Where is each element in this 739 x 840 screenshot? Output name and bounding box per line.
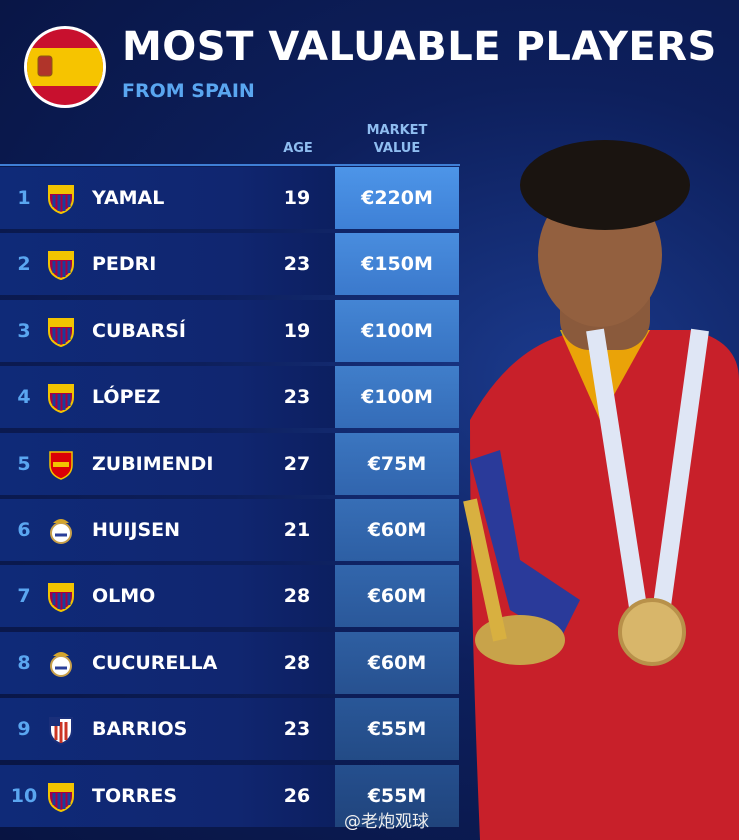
player-photo	[463, 140, 739, 840]
spain-flag	[27, 29, 103, 105]
club-badge	[47, 781, 75, 812]
rank: 4	[17, 386, 31, 409]
value-cell	[335, 698, 459, 761]
market-value: €60M	[367, 519, 427, 541]
value-cell	[335, 565, 459, 628]
badge-icon	[48, 317, 74, 347]
age: 26	[283, 784, 311, 807]
club-badge	[47, 316, 75, 347]
club-badge	[47, 515, 75, 546]
market-value: €55M	[367, 784, 427, 807]
header-rule	[0, 164, 460, 166]
market-value: €100M	[361, 386, 433, 409]
age: 23	[283, 253, 311, 276]
club-badge	[47, 449, 75, 480]
badge-icon	[48, 251, 74, 281]
subtitle: FROM SPAIN	[122, 80, 255, 102]
market-value: €150M	[361, 253, 433, 276]
badge-icon	[48, 583, 74, 613]
market-value: €55M	[367, 718, 427, 741]
value-cell	[335, 167, 459, 229]
badge-icon	[50, 519, 72, 544]
market-value: €60M	[367, 585, 427, 608]
age: 23	[283, 718, 311, 741]
badge-icon	[49, 717, 73, 746]
player-name: CUCURELLA	[92, 651, 218, 674]
player-name: HUIJSEN	[92, 519, 181, 541]
column-header: MARKET VALUE	[366, 123, 428, 156]
market-value: €220M	[361, 187, 433, 209]
rank: 9	[17, 718, 31, 741]
value-cell	[335, 432, 459, 495]
value-cell	[335, 499, 459, 561]
age: 28	[283, 585, 311, 608]
player-name: PEDRI	[92, 253, 157, 276]
club-badge	[47, 249, 75, 281]
player-name: BARRIOS	[92, 718, 188, 741]
rank: 8	[17, 651, 31, 674]
rank: 2	[17, 253, 31, 276]
club-badge	[47, 714, 75, 746]
player-name: CUBARSÍ	[92, 319, 186, 342]
age: 28	[283, 651, 311, 674]
market-value: €75M	[367, 452, 427, 475]
player-name: OLMO	[92, 585, 156, 608]
club-badge	[47, 183, 75, 215]
rank: 1	[17, 187, 31, 209]
badge-icon	[50, 651, 72, 677]
market-value: €100M	[361, 319, 433, 342]
rank: 10	[10, 784, 38, 807]
market-value: €60M	[367, 651, 427, 674]
badge-icon	[48, 185, 74, 215]
value-cell	[335, 299, 459, 362]
value-cell	[335, 764, 459, 827]
age: 19	[283, 319, 311, 342]
club-badge	[47, 382, 75, 414]
column-header: AGE	[283, 141, 313, 156]
rank: 7	[17, 585, 31, 608]
player-name: LÓPEZ	[92, 386, 161, 409]
age: 19	[283, 187, 311, 209]
badge-icon	[48, 782, 74, 812]
watermark: @老炮观球	[344, 812, 429, 832]
age: 27	[283, 452, 311, 475]
rank: 3	[17, 319, 31, 342]
value-cell	[335, 233, 459, 296]
age: 23	[283, 386, 311, 409]
club-badge	[47, 581, 75, 613]
rank: 6	[17, 519, 31, 541]
badge-icon	[49, 450, 73, 480]
player-name: ZUBIMENDI	[92, 452, 214, 475]
rank: 5	[17, 452, 31, 475]
value-cell	[335, 366, 459, 429]
badge-icon	[48, 384, 74, 414]
club-badge	[47, 648, 75, 679]
age: 21	[283, 519, 311, 541]
player-name: YAMAL	[92, 187, 165, 209]
title: MOST VALUABLE PLAYERS	[122, 24, 717, 70]
player-name: TORRES	[92, 784, 178, 807]
value-cell	[335, 631, 459, 694]
